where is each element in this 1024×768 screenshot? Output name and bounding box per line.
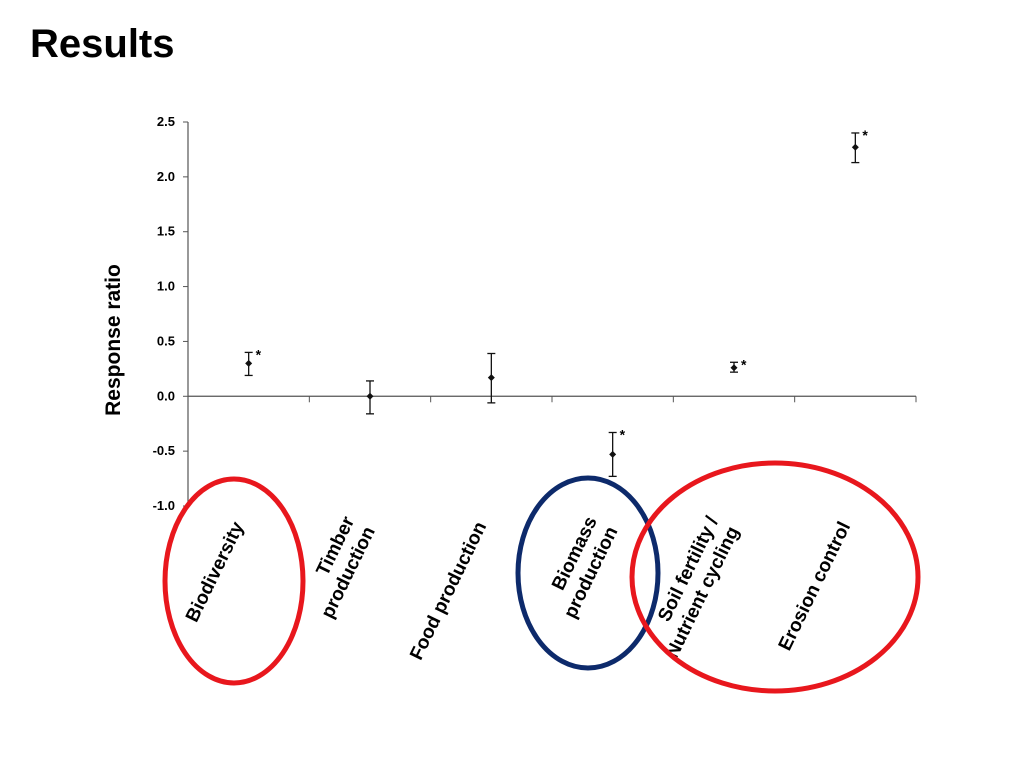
- significance-marker: *: [862, 127, 868, 143]
- y-tick-label: 2.5: [157, 114, 175, 129]
- y-tick-label: -1.0: [153, 498, 175, 513]
- page-title: Results: [30, 22, 175, 66]
- y-tick-label: 1.5: [157, 224, 175, 239]
- category-label-line: Erosion control: [775, 519, 855, 654]
- significance-marker: *: [741, 356, 747, 372]
- y-axis-label: Response ratio: [102, 264, 125, 416]
- data-point: [245, 359, 253, 367]
- category-label: Biodiversity: [182, 518, 249, 625]
- category-label-line: Food production: [406, 519, 491, 664]
- y-tick-label: -0.5: [153, 443, 175, 458]
- data-point: [609, 450, 617, 458]
- highlight-ovals: [162, 460, 921, 694]
- y-tick-label: 1.0: [157, 279, 175, 294]
- significance-marker: *: [620, 426, 626, 442]
- category-label-line: Biodiversity: [182, 518, 249, 625]
- highlight-oval-biomass: [515, 475, 661, 671]
- y-tick-labels: 2.5 2.0 1.5 1.0 0.5 0.0 -0.5 -1.0: [153, 114, 188, 513]
- data-point: [366, 392, 374, 400]
- data-point: [851, 143, 859, 151]
- data-point: [730, 364, 738, 372]
- data-points: * * * *: [244, 127, 868, 478]
- data-point: [487, 374, 495, 382]
- significance-marker: *: [256, 346, 262, 362]
- y-tick-label: 2.0: [157, 169, 175, 184]
- category-label: Erosion control: [775, 519, 855, 654]
- category-label: Food production: [406, 519, 491, 664]
- chart-axes: [187, 122, 917, 506]
- highlight-oval-biodiversity: [162, 476, 306, 686]
- y-tick-label: 0.5: [157, 333, 175, 348]
- highlight-oval-soil-erosion: [629, 460, 921, 694]
- y-tick-label: 0.0: [157, 388, 175, 403]
